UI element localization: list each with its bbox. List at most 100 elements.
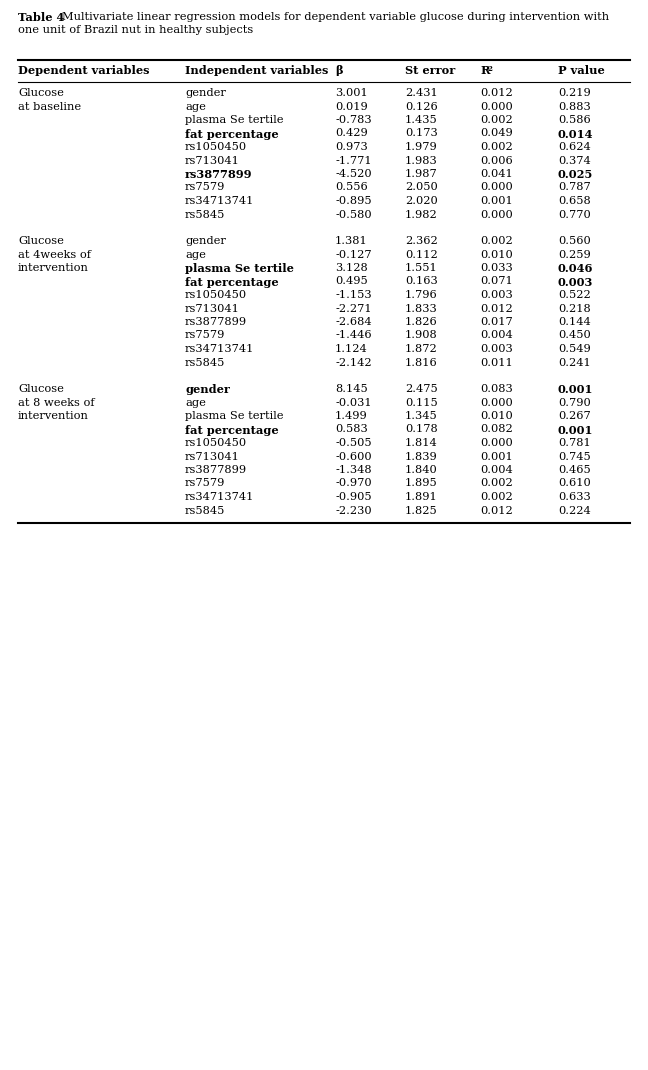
Text: 0.112: 0.112 (405, 249, 438, 260)
Text: fat percentage: fat percentage (185, 425, 279, 435)
Text: 0.770: 0.770 (558, 210, 591, 219)
Text: -0.895: -0.895 (335, 196, 371, 207)
Text: 1.982: 1.982 (405, 210, 438, 219)
Text: 1.895: 1.895 (405, 478, 438, 489)
Text: 0.001: 0.001 (558, 425, 594, 435)
Text: 0.115: 0.115 (405, 397, 438, 408)
Text: 0.003: 0.003 (480, 343, 513, 354)
Text: fat percentage: fat percentage (185, 276, 279, 288)
Text: plasma Se tertile: plasma Se tertile (185, 263, 294, 274)
Text: 1.814: 1.814 (405, 438, 438, 448)
Text: 1.499: 1.499 (335, 411, 368, 421)
Text: 0.429: 0.429 (335, 128, 368, 138)
Text: rs34713741: rs34713741 (185, 492, 255, 502)
Text: -2.142: -2.142 (335, 357, 371, 367)
Text: plasma Se tertile: plasma Se tertile (185, 114, 284, 125)
Text: -2.684: -2.684 (335, 317, 371, 327)
Text: 2: 2 (488, 65, 493, 73)
Text: 0.173: 0.173 (405, 128, 438, 138)
Text: -0.905: -0.905 (335, 492, 371, 502)
Text: 0.002: 0.002 (480, 236, 513, 246)
Text: at 4weeks of: at 4weeks of (18, 249, 91, 260)
Text: 0.781: 0.781 (558, 438, 591, 448)
Text: rs5845: rs5845 (185, 505, 226, 516)
Text: at 8 weeks of: at 8 weeks of (18, 397, 95, 408)
Text: -0.505: -0.505 (335, 438, 371, 448)
Text: 1.796: 1.796 (405, 290, 438, 300)
Text: 0.033: 0.033 (480, 263, 513, 273)
Text: 0.374: 0.374 (558, 155, 591, 166)
Text: -1.153: -1.153 (335, 290, 371, 300)
Text: -0.970: -0.970 (335, 478, 371, 489)
Text: rs713041: rs713041 (185, 155, 240, 166)
Text: 1.872: 1.872 (405, 343, 438, 354)
Text: rs3877899: rs3877899 (185, 465, 247, 475)
Text: 1.987: 1.987 (405, 169, 438, 179)
Text: rs713041: rs713041 (185, 304, 240, 314)
Text: 0.006: 0.006 (480, 155, 513, 166)
Text: 0.633: 0.633 (558, 492, 591, 502)
Text: -1.771: -1.771 (335, 155, 371, 166)
Text: -2.271: -2.271 (335, 304, 371, 314)
Text: 0.790: 0.790 (558, 397, 591, 408)
Text: 1.983: 1.983 (405, 155, 438, 166)
Text: -2.230: -2.230 (335, 505, 371, 516)
Text: -4.520: -4.520 (335, 169, 371, 179)
Text: 0.178: 0.178 (405, 425, 438, 434)
Text: 0.259: 0.259 (558, 249, 591, 260)
Text: 0.012: 0.012 (480, 304, 513, 314)
Text: P value: P value (558, 65, 605, 76)
Text: 0.000: 0.000 (480, 210, 513, 219)
Text: 1.825: 1.825 (405, 505, 438, 516)
Text: 0.224: 0.224 (558, 505, 591, 516)
Text: 0.049: 0.049 (480, 128, 513, 138)
Text: -0.783: -0.783 (335, 114, 371, 125)
Text: rs5845: rs5845 (185, 210, 226, 219)
Text: plasma Se tertile: plasma Se tertile (185, 411, 284, 421)
Text: Glucose: Glucose (18, 384, 64, 394)
Text: 1.826: 1.826 (405, 317, 438, 327)
Text: 2.020: 2.020 (405, 196, 438, 207)
Text: 0.004: 0.004 (480, 331, 513, 340)
Text: 0.495: 0.495 (335, 276, 368, 287)
Text: -0.600: -0.600 (335, 452, 371, 461)
Text: 2.475: 2.475 (405, 384, 438, 394)
Text: 0.012: 0.012 (480, 505, 513, 516)
Text: 0.624: 0.624 (558, 142, 591, 152)
Text: 1.435: 1.435 (405, 114, 438, 125)
Text: R: R (480, 65, 489, 76)
Text: 0.883: 0.883 (558, 102, 591, 111)
Text: 0.549: 0.549 (558, 343, 591, 354)
Text: gender: gender (185, 88, 226, 98)
Text: 0.003: 0.003 (558, 276, 594, 288)
Text: 0.126: 0.126 (405, 102, 438, 111)
Text: 0.011: 0.011 (480, 357, 513, 367)
Text: 0.465: 0.465 (558, 465, 591, 475)
Text: rs1050450: rs1050450 (185, 438, 247, 448)
Text: 0.583: 0.583 (335, 425, 368, 434)
Text: 0.002: 0.002 (480, 114, 513, 125)
Text: 0.010: 0.010 (480, 411, 513, 421)
Text: rs5845: rs5845 (185, 357, 226, 367)
Text: 0.010: 0.010 (480, 249, 513, 260)
Text: 0.083: 0.083 (480, 384, 513, 394)
Text: 0.610: 0.610 (558, 478, 591, 489)
Text: 0.450: 0.450 (558, 331, 591, 340)
Text: age: age (185, 102, 206, 111)
Text: fat percentage: fat percentage (185, 128, 279, 139)
Text: 0.000: 0.000 (480, 397, 513, 408)
Text: Independent variables: Independent variables (185, 65, 329, 76)
Text: -0.580: -0.580 (335, 210, 371, 219)
Text: -0.031: -0.031 (335, 397, 371, 408)
Text: Dependent variables: Dependent variables (18, 65, 150, 76)
Text: rs7579: rs7579 (185, 478, 226, 489)
Text: 0.973: 0.973 (335, 142, 368, 152)
Text: Multivariate linear regression models for dependent variable glucose during inte: Multivariate linear regression models fo… (62, 12, 609, 22)
Text: Table 4: Table 4 (18, 12, 64, 22)
Text: age: age (185, 397, 206, 408)
Text: -0.127: -0.127 (335, 249, 371, 260)
Text: -1.446: -1.446 (335, 331, 371, 340)
Text: 1.816: 1.816 (405, 357, 438, 367)
Text: 0.004: 0.004 (480, 465, 513, 475)
Text: 0.046: 0.046 (558, 263, 594, 274)
